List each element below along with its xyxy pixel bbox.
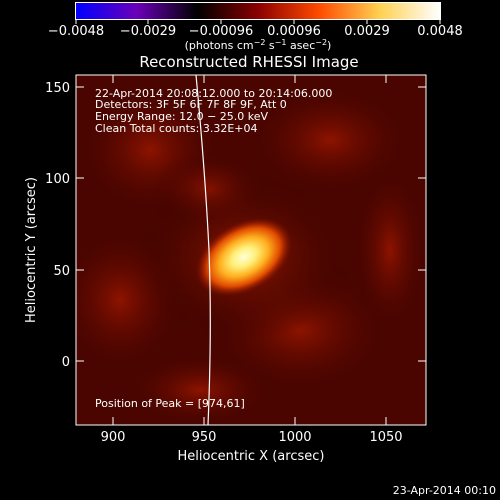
x-tick-label: 1050: [369, 430, 402, 445]
solar-limb: [195, 75, 211, 425]
info-line-detectors: Detectors: 3F 5F 6F 7F 8F 9F, Att 0: [95, 98, 287, 111]
colorbar-ticks: [75, 20, 441, 24]
footer-timestamp: 23-Apr-2014 00:10: [393, 484, 496, 497]
colorbar-tick-label: −0.00096: [189, 24, 254, 39]
y-tick-label: 150: [45, 81, 70, 96]
x-tick-label: 900: [101, 430, 126, 445]
rhessi-image: [76, 75, 426, 425]
colorbar-gradient: [76, 3, 440, 19]
x-axis-label: Heliocentric X (arcsec): [178, 449, 325, 464]
colorbar-tick-label: −0.0048: [48, 24, 104, 39]
y-tick-label: 100: [45, 172, 70, 187]
colorbar-tick-label: −0.0029: [120, 24, 176, 39]
y-axis-label: Heliocentric Y (arcsec): [24, 177, 39, 323]
y-axis-ticks: [76, 86, 426, 362]
colorbar-units: (photons cm−2 s−1 asec−2): [185, 38, 332, 52]
image-title: Reconstructed RHESSI Image: [139, 53, 358, 71]
x-tick-label: 950: [192, 430, 217, 445]
info-line-energy: Energy Range: 12.0 − 25.0 keV: [95, 110, 269, 123]
plot-frame: [75, 74, 427, 426]
y-tick-label: 50: [53, 264, 70, 279]
colorbar-tick-label: 0.0048: [417, 24, 463, 39]
info-line-clean: Clean Total counts: 3.32E+04: [95, 122, 258, 135]
x-tick-label: 1000: [278, 430, 311, 445]
colorbar: [75, 2, 441, 20]
y-tick-label: 0: [62, 355, 70, 370]
peak-position-label: Position of Peak = [974,61]: [95, 397, 245, 410]
colorbar-tick-label: 0.0029: [344, 24, 390, 39]
info-line-time: 22-Apr-2014 20:08:12.000 to 20:14:06.000: [95, 87, 332, 100]
colorbar-tick-label: 0.00096: [267, 24, 321, 39]
x-axis-ticks: [112, 75, 387, 425]
